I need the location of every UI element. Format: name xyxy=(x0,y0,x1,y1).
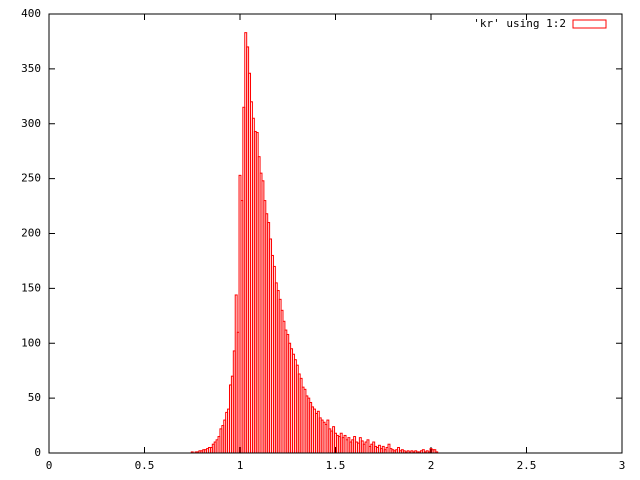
x-tick-label: 2.5 xyxy=(517,459,537,472)
x-tick-label: 1 xyxy=(237,459,244,472)
y-tick-label: 150 xyxy=(21,281,41,294)
y-tick-label: 100 xyxy=(21,336,41,349)
y-tick-label: 0 xyxy=(34,446,41,459)
y-tick-label: 350 xyxy=(21,62,41,75)
x-tick-label: 1.5 xyxy=(326,459,346,472)
x-tick-label: 3 xyxy=(619,459,626,472)
y-tick-label: 300 xyxy=(21,117,41,130)
plot-border xyxy=(48,13,623,454)
y-tick-label: 50 xyxy=(28,391,41,404)
y-tick-label: 200 xyxy=(21,227,41,240)
legend-label: 'kr' using 1:2 xyxy=(473,17,566,30)
legend-swatch xyxy=(572,19,607,29)
y-tick-label: 250 xyxy=(21,172,41,185)
x-tick-label: 2 xyxy=(428,459,435,472)
x-tick-label: 0 xyxy=(46,459,53,472)
x-tick-label: 0.5 xyxy=(135,459,155,472)
y-tick-label: 400 xyxy=(21,7,41,20)
